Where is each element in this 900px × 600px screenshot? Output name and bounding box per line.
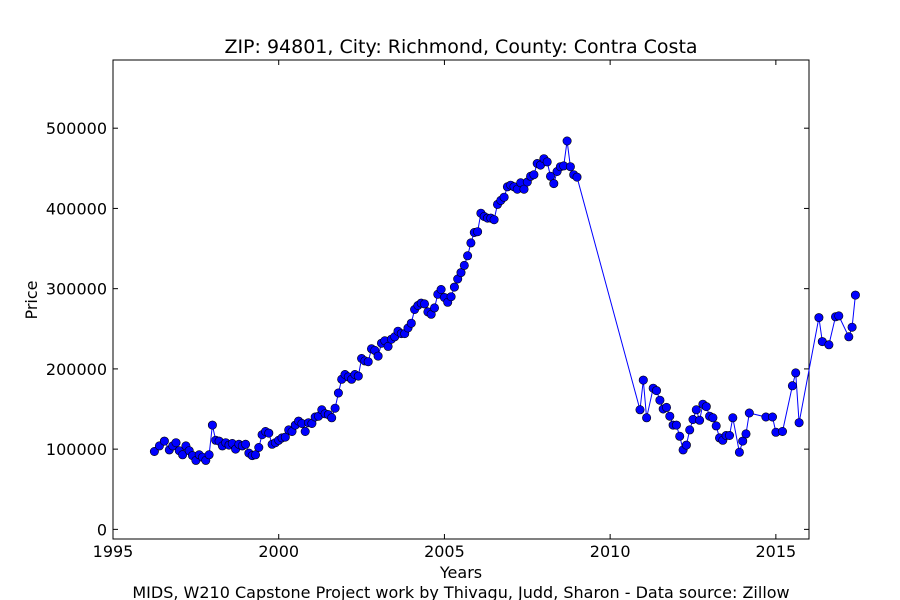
data-point <box>207 420 217 430</box>
data-point <box>691 405 701 415</box>
data-point <box>814 313 824 323</box>
data-point <box>251 450 261 460</box>
data-point <box>787 381 797 391</box>
y-tick-label: 500000 <box>46 119 107 138</box>
data-point <box>565 162 575 172</box>
data-point <box>671 420 681 430</box>
data-point <box>330 403 340 413</box>
data-point <box>711 421 721 431</box>
data-point <box>178 450 188 460</box>
x-tick-label: 2000 <box>258 542 299 561</box>
data-point <box>642 413 652 423</box>
data-point <box>794 418 804 428</box>
x-tick-label: 1995 <box>93 542 134 561</box>
data-point <box>665 411 675 421</box>
plot-area <box>112 59 860 540</box>
y-axis-ticks: 0 100000 200000 300000 400000 500000 <box>46 119 809 539</box>
x-axis-ticks: 1995 2000 2005 2010 2015 <box>93 60 796 561</box>
data-point <box>300 426 310 436</box>
data-point <box>744 408 754 418</box>
data-point <box>373 351 383 361</box>
data-point <box>728 413 738 423</box>
data-point <box>701 402 711 412</box>
data-point <box>741 429 751 439</box>
y-tick-label: 0 <box>97 520 107 539</box>
data-point <box>280 432 290 442</box>
data-point <box>724 430 734 440</box>
data-point <box>264 428 274 438</box>
data-point <box>695 415 705 425</box>
data-point <box>791 368 801 378</box>
data-point <box>473 227 483 237</box>
data-point <box>635 405 645 415</box>
data-point <box>429 303 439 313</box>
data-point <box>529 170 539 180</box>
data-point <box>241 439 251 449</box>
x-tick-label: 2010 <box>590 542 631 561</box>
data-point <box>333 388 343 398</box>
data-point <box>572 172 582 182</box>
y-axis-label: Price <box>22 280 41 319</box>
x-axis-label: Years <box>439 563 482 582</box>
data-point <box>254 442 264 452</box>
data-point <box>549 179 559 189</box>
data-point <box>436 284 446 294</box>
y-tick-label: 300000 <box>46 280 107 299</box>
series-layer <box>149 136 860 465</box>
chart-title: ZIP: 94801, City: Richmond, County: Cont… <box>224 36 697 58</box>
y-tick-label: 100000 <box>46 440 107 459</box>
data-point <box>327 413 337 423</box>
data-point <box>489 215 499 225</box>
data-point <box>149 446 159 456</box>
data-point <box>542 157 552 167</box>
data-point <box>850 290 860 300</box>
data-point <box>363 357 373 367</box>
data-point <box>204 450 214 460</box>
data-point <box>824 340 834 350</box>
data-point <box>459 260 469 270</box>
x-tick-label: 2005 <box>424 542 465 561</box>
data-point <box>847 322 857 332</box>
data-point <box>777 426 787 436</box>
data-point <box>681 440 691 450</box>
data-point <box>406 318 416 328</box>
data-point <box>844 332 854 342</box>
data-point <box>734 447 744 457</box>
data-point <box>638 375 648 385</box>
data-point <box>661 402 671 412</box>
data-point <box>545 171 555 181</box>
data-point <box>675 431 685 441</box>
data-point <box>767 412 777 422</box>
data-point <box>159 436 169 446</box>
plot-frame <box>112 59 810 540</box>
data-point <box>499 192 509 202</box>
data-point <box>834 311 844 321</box>
data-point <box>419 299 429 309</box>
data-point <box>708 413 718 423</box>
data-point <box>466 238 476 248</box>
x-tick-label: 2015 <box>755 542 796 561</box>
y-tick-label: 400000 <box>46 199 107 218</box>
data-point <box>446 292 456 302</box>
y-tick-label: 200000 <box>46 360 107 379</box>
data-point <box>562 136 572 146</box>
data-point <box>655 395 665 405</box>
data-point <box>463 251 473 261</box>
data-point <box>651 386 661 396</box>
data-point <box>449 282 459 292</box>
data-point <box>171 438 181 448</box>
footer-credit: MIDS, W210 Capstone Project work by Thiv… <box>132 583 789 600</box>
data-point <box>353 371 363 381</box>
data-point <box>685 425 695 435</box>
